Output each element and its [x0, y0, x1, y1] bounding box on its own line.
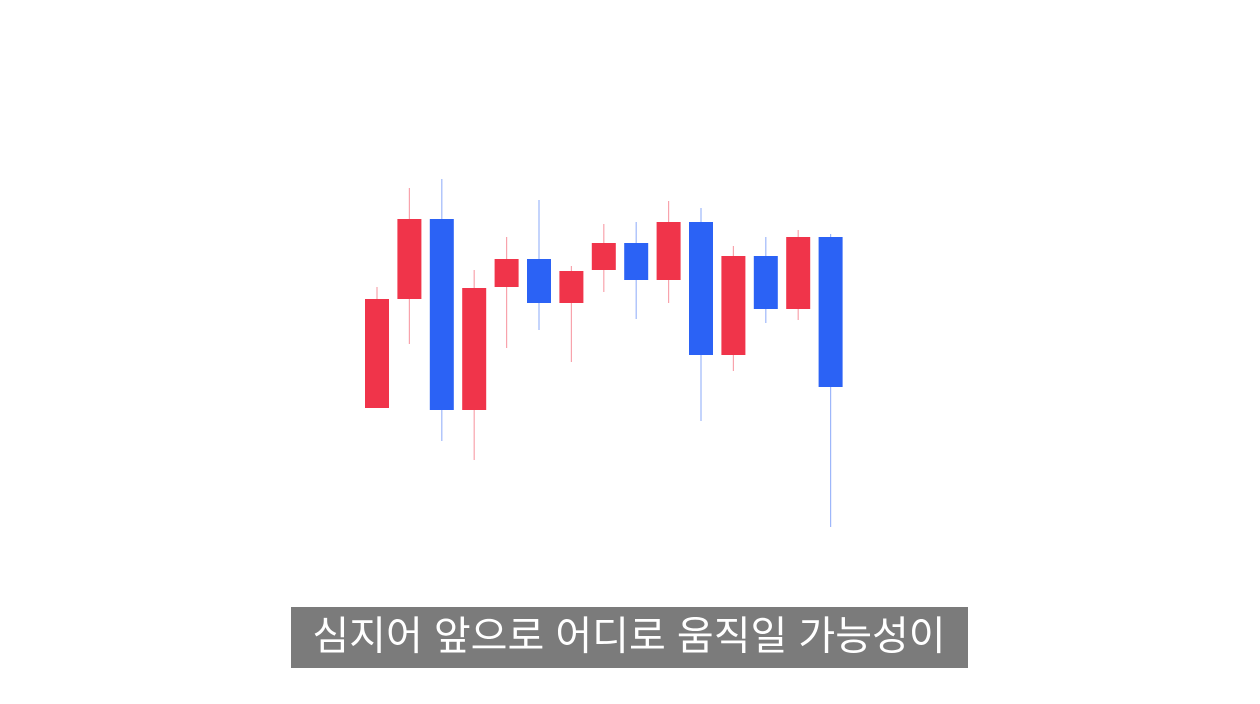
candle-body: [753, 256, 778, 309]
candle-body: [397, 219, 422, 299]
subtitle-box: [291, 607, 968, 668]
candle-body: [591, 243, 616, 270]
candle-body: [527, 259, 551, 303]
subtitle: 심지어 앞으로 어디로 움직일 가능성이: [312, 615, 945, 659]
candle-body: [429, 219, 454, 410]
candle-body: [656, 222, 681, 280]
candle-body: [624, 243, 649, 280]
candle-body: [721, 256, 746, 355]
candle-body: [559, 271, 584, 303]
candle-body: [365, 299, 389, 408]
candle-body: [689, 222, 713, 355]
candle-body: [462, 288, 487, 410]
candle-body: [818, 237, 843, 387]
candle-body: [786, 237, 811, 309]
candle-body: [494, 259, 519, 287]
